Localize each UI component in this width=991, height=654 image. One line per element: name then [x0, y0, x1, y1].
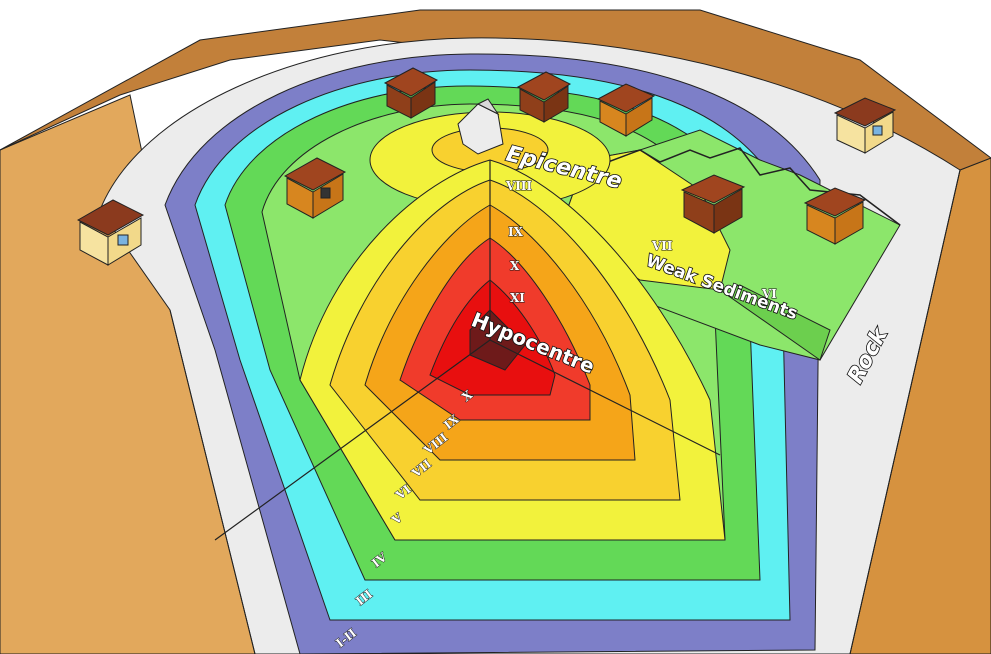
house-damaged-5	[680, 174, 746, 234]
cut-edge-left	[214, 339, 491, 541]
intensity-front-viii: VIII	[505, 179, 533, 193]
weak-sediments-front-face	[718, 284, 831, 361]
intensity-front-ix: IX	[508, 225, 524, 239]
intensity-front-xi: XI	[510, 291, 525, 305]
house-left	[76, 199, 145, 266]
house-damaged-2	[383, 67, 439, 119]
house-collapsed-epicentre	[457, 98, 504, 155]
house-damaged-3	[516, 71, 572, 123]
house-damaged-4	[596, 83, 656, 137]
intensity-front-x: X	[510, 259, 520, 273]
house-damaged-6	[803, 187, 867, 245]
house-right	[833, 97, 897, 154]
block-edge-left	[169, 309, 256, 654]
sediment-label-vi: VI	[761, 287, 777, 301]
hypocentre-core	[469, 309, 526, 371]
house-damaged-1	[283, 157, 347, 219]
sediment-label-vii: VII	[651, 239, 673, 253]
cut-edge-right	[489, 339, 721, 456]
block-edge-right	[849, 169, 961, 654]
